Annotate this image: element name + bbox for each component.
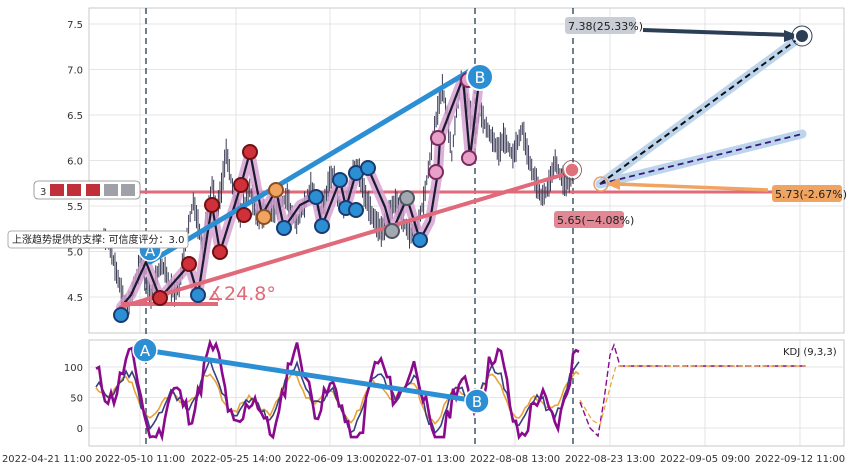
x-ticks: 2022-04-21 11:00 2022-05-10 11:00 2022-05-…: [2, 454, 845, 465]
icon-badge-4: [104, 184, 118, 196]
signal-dot: [204, 197, 220, 213]
signal-dot: [428, 164, 444, 180]
kdj-trend-line: [142, 347, 480, 404]
point-a-label: A: [145, 242, 156, 260]
signal-dot: [412, 232, 428, 248]
x-tick-label: 2022-05-25 14:00: [191, 454, 281, 465]
main-y-tick-label: 5.0: [67, 248, 83, 259]
current-point-ring: [562, 160, 582, 180]
signal-dot: [152, 290, 168, 306]
target-label: 7.38(25.33%): [568, 20, 643, 33]
right-label-box: [772, 185, 842, 202]
signal-dot: [360, 160, 376, 176]
signal-dot: [461, 150, 477, 166]
projection-origin: [593, 176, 609, 192]
target-point: [794, 28, 810, 44]
signal-dot: [430, 130, 446, 146]
signal-dot: [332, 172, 348, 188]
main-y-tick-label: 4.5: [67, 293, 83, 304]
icon-badge-5: [121, 184, 135, 196]
signal-dot: [233, 177, 249, 193]
left-top-tick: 3: [40, 187, 46, 198]
signal-dot: [314, 218, 330, 234]
signal-dot: [268, 182, 284, 198]
signal-dot: [348, 202, 364, 218]
support-trend-line: [119, 170, 574, 309]
right-label: 5.73(-2.67%): [775, 188, 847, 201]
signal-dot: [212, 244, 228, 260]
kdj-point-a-label: A: [140, 342, 151, 360]
signal-dot: [384, 223, 400, 239]
signal-dot: [276, 220, 292, 236]
signal-dot: [256, 209, 272, 225]
x-tick-label: 2022-06-09 13:00: [285, 454, 375, 465]
low-label: 5.65(−4.08%): [557, 214, 634, 227]
angle-label: ∡24.8°: [207, 283, 276, 305]
kdj-j-line: [95, 338, 580, 442]
target-arrow-line: [642, 28, 791, 37]
kdj-series: [95, 338, 806, 442]
low-label-box: [554, 211, 624, 228]
kdj-y-ticks: 0 50 100: [64, 363, 83, 435]
kdj-y-tick-label: 0: [77, 424, 83, 435]
kdj-title: KDJ (9,3,3): [783, 347, 837, 358]
support-text: 上涨趋势提供的支撑: 可信度评分：3.0: [12, 233, 184, 246]
current-point: [564, 162, 580, 178]
main-y-ticks: 4.5 5.0 5.5 6.0 6.5 7.0 7.5: [67, 20, 83, 304]
kdj-y-tick-label: 100: [64, 363, 83, 374]
signal-dot: [190, 287, 206, 303]
signal-dot: [308, 189, 324, 205]
point-b-label: B: [475, 68, 486, 87]
resistance-trend-line: [147, 63, 481, 265]
kdj-point-a: A: [132, 337, 158, 363]
x-tick-label: 2022-08-23 13:00: [565, 454, 655, 465]
signal-dot: [399, 190, 415, 206]
x-tick-label: 2022-08-08 13:00: [470, 454, 560, 465]
main-y-tick-label: 6.0: [67, 157, 83, 168]
projection-mid-dash: [599, 133, 803, 185]
kdj-point-b: B: [464, 388, 490, 414]
icon-badge-1: [50, 184, 64, 196]
main-y-tick-label: 5.5: [67, 202, 83, 213]
icon-badge-3: [86, 184, 100, 196]
right-arrow-line: [615, 182, 769, 192]
target-point-ring: [791, 25, 813, 47]
x-tick-label: 2022-09-12 11:00: [755, 454, 845, 465]
signal-icon-strip: 3: [33, 180, 141, 200]
kdj-projection-d: [579, 365, 806, 426]
x-tick-label: 2022-09-05 09:00: [660, 454, 750, 465]
target-label-box: [565, 17, 636, 34]
signal-dot: [181, 256, 197, 272]
signal-dot: [242, 144, 258, 160]
support-text-box: [7, 230, 189, 249]
main-y-tick-label: 7.0: [67, 66, 83, 77]
signal-markers: [113, 72, 477, 323]
x-tick-label: 2022-05-10 11:00: [95, 454, 185, 465]
kdj-y-tick-label: 50: [70, 394, 83, 405]
kdj-point-b-label: B: [472, 393, 482, 411]
right-arrow-head: [606, 178, 620, 190]
x-tick-label: 2022-07-01 13:00: [375, 454, 465, 465]
projection-upper-dash: [599, 35, 803, 185]
signal-dot: [236, 207, 252, 223]
main-y-tick-label: 6.5: [67, 111, 83, 122]
kdj-projection-j: [579, 342, 806, 438]
main-y-tick-label: 7.5: [67, 20, 83, 31]
icon-badge-2: [67, 184, 81, 196]
x-tick-label: 2022-04-21 11:00: [2, 454, 92, 465]
signal-dot: [113, 307, 129, 323]
point-b-marker: B: [466, 63, 494, 91]
